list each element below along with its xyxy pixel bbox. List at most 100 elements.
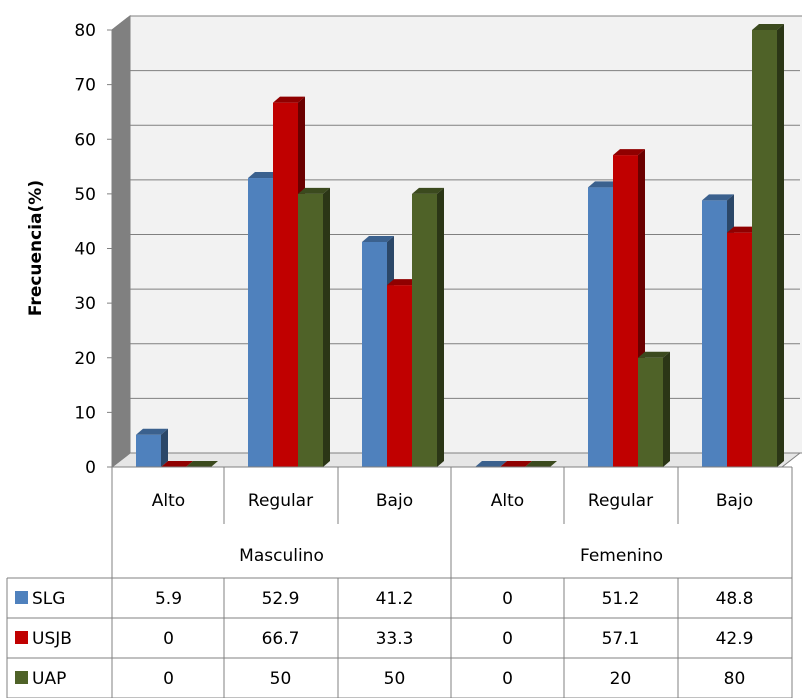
bar [412,187,444,467]
bar-top [638,351,670,358]
bar [186,461,218,467]
table-cell: 80 [724,669,746,689]
bar-front [752,30,777,467]
bar [136,428,168,467]
bar [525,461,557,467]
y-tick-label: 50 [74,185,96,205]
bar [298,187,330,467]
table-cell: 0 [163,669,174,689]
gridlines [111,15,800,468]
legend-label: USJB [32,629,72,649]
x-tick-label: Bajo [376,491,413,511]
chart-back-wall [110,14,802,469]
x-tick-label: Regular [248,491,313,511]
bars [136,24,784,468]
bar-top [412,187,444,194]
table-cell: 50 [384,669,406,689]
bar-front [412,193,437,467]
bar [161,461,193,467]
table-cell: 0 [502,669,513,689]
group-label: Femenino [580,546,663,566]
bar-front [136,434,161,467]
gridline [111,179,800,195]
bar-side [663,351,670,467]
bar-front [298,193,323,467]
bar-top [273,96,305,103]
bar [752,24,784,467]
table-cell: 57.1 [602,629,640,649]
bar-front [638,357,663,467]
bar-front [362,241,387,467]
gridline [111,452,800,468]
bar-top [500,461,532,467]
bar-front [702,200,727,467]
table-cell: 50 [270,669,292,689]
y-tick-label: 40 [74,240,96,260]
bar-top [387,279,419,286]
bar-top [186,461,218,467]
bar-front [727,232,752,467]
gridline [111,70,800,86]
bar-top [727,226,759,233]
bar-top [613,149,645,156]
bar-front [248,178,273,467]
bar-top [588,181,620,188]
bar-front [387,285,412,467]
bar-top [161,461,193,467]
table-cell: 0 [502,629,513,649]
x-tick-label: Alto [152,491,185,511]
floor [110,452,802,468]
bar-side [437,187,444,467]
legend-swatch [15,631,28,644]
bar [638,351,670,467]
bar-top [702,194,734,201]
gridline [111,234,800,249]
bar-top [752,24,784,30]
bar [500,461,532,467]
y-tick-label: 20 [74,349,96,369]
gridline [111,15,800,31]
x-tick-label: Bajo [716,491,753,511]
group-label: Masculino [239,546,324,566]
table-cell: 66.7 [262,629,300,649]
gridline [111,343,800,359]
bar-side [323,187,330,467]
table-cell: 0 [163,629,174,649]
bar [475,461,507,467]
y-tick-label: 0 [85,458,96,478]
bar-top [475,461,507,467]
legend-swatch [15,671,28,684]
y-tick-label: 30 [74,294,96,314]
table-cell: 0 [502,589,513,609]
legend-label: UAP [32,669,66,689]
x-tick-label: Regular [588,491,653,511]
table-cell: 42.9 [716,629,754,649]
table-cell: 20 [610,669,632,689]
bar-front [588,187,613,467]
bar-top [525,461,557,467]
y-tick-label: 70 [74,76,96,96]
bar-side [161,428,168,467]
table-cell: 41.2 [376,589,414,609]
table-cell: 33.3 [376,629,414,649]
bar-side [777,24,784,467]
data-table: Alto Regular Bajo Alto Regular Bajo Masculino F… [6,466,793,698]
y-axis-label: Frecuencia(%) [26,180,46,316]
gridline [111,288,800,304]
y-tick-label: 60 [74,130,96,150]
y-tick-label: 80 [74,21,96,41]
bar-top [298,187,330,194]
y-tick-label: 10 [74,403,96,423]
legend-swatch [15,591,28,604]
bar-front [273,102,298,468]
legend-label: SLG [32,589,65,609]
bar-top [136,428,168,435]
table-cell: 48.8 [716,589,754,609]
bar-front [613,155,638,467]
table-cell: 51.2 [602,589,640,609]
table-cell: 52.9 [262,589,300,609]
bar-top [248,172,280,179]
gridline [111,124,800,140]
table-cell: 5.9 [155,589,182,609]
